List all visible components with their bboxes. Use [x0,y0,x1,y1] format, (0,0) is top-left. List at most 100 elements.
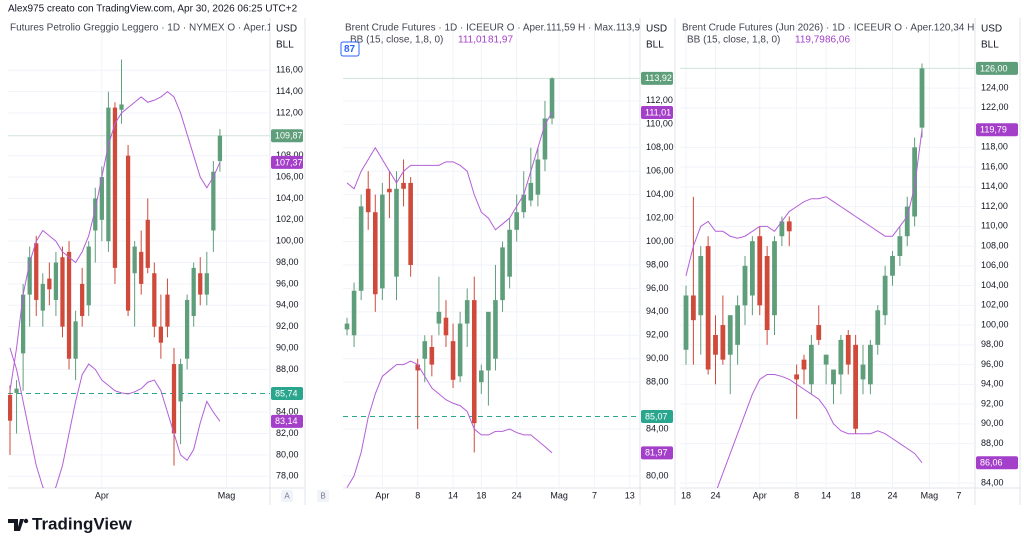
x-tick-label: 7 [956,490,961,500]
candle-body [401,182,406,189]
candle-body [171,364,177,434]
indicator-value: 119,79 [795,35,825,46]
price-label: 83,14 [275,416,298,426]
tag: 87 [344,44,356,55]
candle-body [8,395,13,421]
y-tick-label: 104,00 [646,189,674,199]
price-label-box [271,387,303,401]
candle-body [165,294,170,327]
bollinger-band [9,90,221,391]
candle-body [786,221,792,232]
caption: Alex975 creato con TradingView.com, Apr … [8,4,298,15]
y-tick-label: 88,00 [276,364,299,374]
candle-body [831,369,836,385]
candle-body [422,341,428,359]
candle-body [106,107,111,242]
currency: USD [981,24,1002,35]
candle-body [14,388,19,393]
candle-body [125,155,131,311]
y-tick-label: 114,00 [981,181,1008,191]
candle-body [794,374,800,380]
candle-body [112,107,118,268]
y-tick-label: 106,00 [276,171,304,181]
y-tick-label: 88,00 [981,438,1004,448]
y-tick-label: 124,00 [981,83,1009,93]
candle-body [845,334,851,365]
chart-title: Futures Petrolio Greggio Leggero · 1D · … [10,23,306,34]
plot [343,77,640,488]
candle-body [145,219,150,268]
y-tick-label: 98,00 [981,339,1004,349]
price-label-box [641,71,673,85]
candle-body [779,221,785,237]
plot [680,63,975,488]
indicator-label: BB (15, close, 1,8, 0) [687,35,780,46]
candle-body [99,177,104,220]
y-tick-label: 84,00 [276,407,299,417]
price-label-box [976,123,1018,137]
y-tick-label: 102,00 [981,300,1009,310]
x-tick-label: Mag [550,490,568,500]
y-tick-label: 84,00 [646,423,669,433]
y-tick-label: 104,00 [981,280,1009,290]
candle-body [904,206,910,237]
price-label: 81,97 [645,448,668,458]
x-tick-label: Apr [375,490,389,500]
x-tick-label: Mag [218,490,236,500]
candle-body [507,229,512,277]
y-tick-label: 112,00 [276,107,303,117]
y-tick-label: 110,00 [981,221,1008,231]
candle-body [93,198,98,231]
y-tick-label: 94,00 [981,379,1004,389]
price-label-box [271,129,303,143]
candle-body [528,182,534,201]
y-tick-label: 96,00 [646,283,669,293]
price-label: 111,01 [645,107,671,117]
price-label: 85,74 [275,388,298,398]
y-tick-label: 106,00 [981,260,1009,270]
unit: BLL [646,40,664,51]
y-tick-label: 92,00 [981,398,1004,408]
candle-body [742,265,748,306]
bollinger-band [685,129,923,276]
candle-body [372,212,378,295]
candle-body [443,317,449,336]
y-tick-label: 82,00 [276,428,299,438]
y-tick-label: 96,00 [981,359,1004,369]
candle-body [757,236,763,306]
plot [8,59,270,488]
logo [8,518,29,531]
candle-body [80,283,85,316]
candle-body [698,255,704,316]
candle-body [73,321,78,359]
y-tick-label: 98,00 [276,257,299,267]
candle-body [20,294,26,354]
candle-body [919,68,925,128]
x-tick-label: 18 [476,490,486,500]
y-tick-label: 112,00 [981,201,1008,211]
chart-panel: 80,00 84,00 88,00 90,00 92,00 94,00 96,00 98,00… [317,18,690,505]
candle-body [713,334,718,355]
chart-title: Brent Crude Futures · 1D · ICEEUR O · Ap… [345,23,690,34]
candle-body [890,255,895,276]
y-tick-label: 106,00 [646,166,674,176]
candle-body [471,300,477,424]
indicator-value: 86,06 [825,35,850,46]
candle-body [351,290,357,336]
candle-body [204,273,209,295]
currency: USD [646,24,667,35]
candle-body [27,257,32,295]
candle-body [486,311,491,371]
candle-body [436,311,442,324]
candle-body [132,246,137,274]
y-tick-label: 96,00 [276,278,299,288]
candle-body [119,104,124,110]
candle-body [408,182,413,265]
candle-body [493,300,498,359]
y-tick-label: 94,00 [646,306,669,316]
y-tick-label: 102,00 [276,214,304,224]
y-tick-label: 102,00 [646,212,674,222]
y-tick-label: 88,00 [646,377,669,387]
y-tick-label: 118,00 [981,142,1008,152]
candle-body [415,364,420,371]
